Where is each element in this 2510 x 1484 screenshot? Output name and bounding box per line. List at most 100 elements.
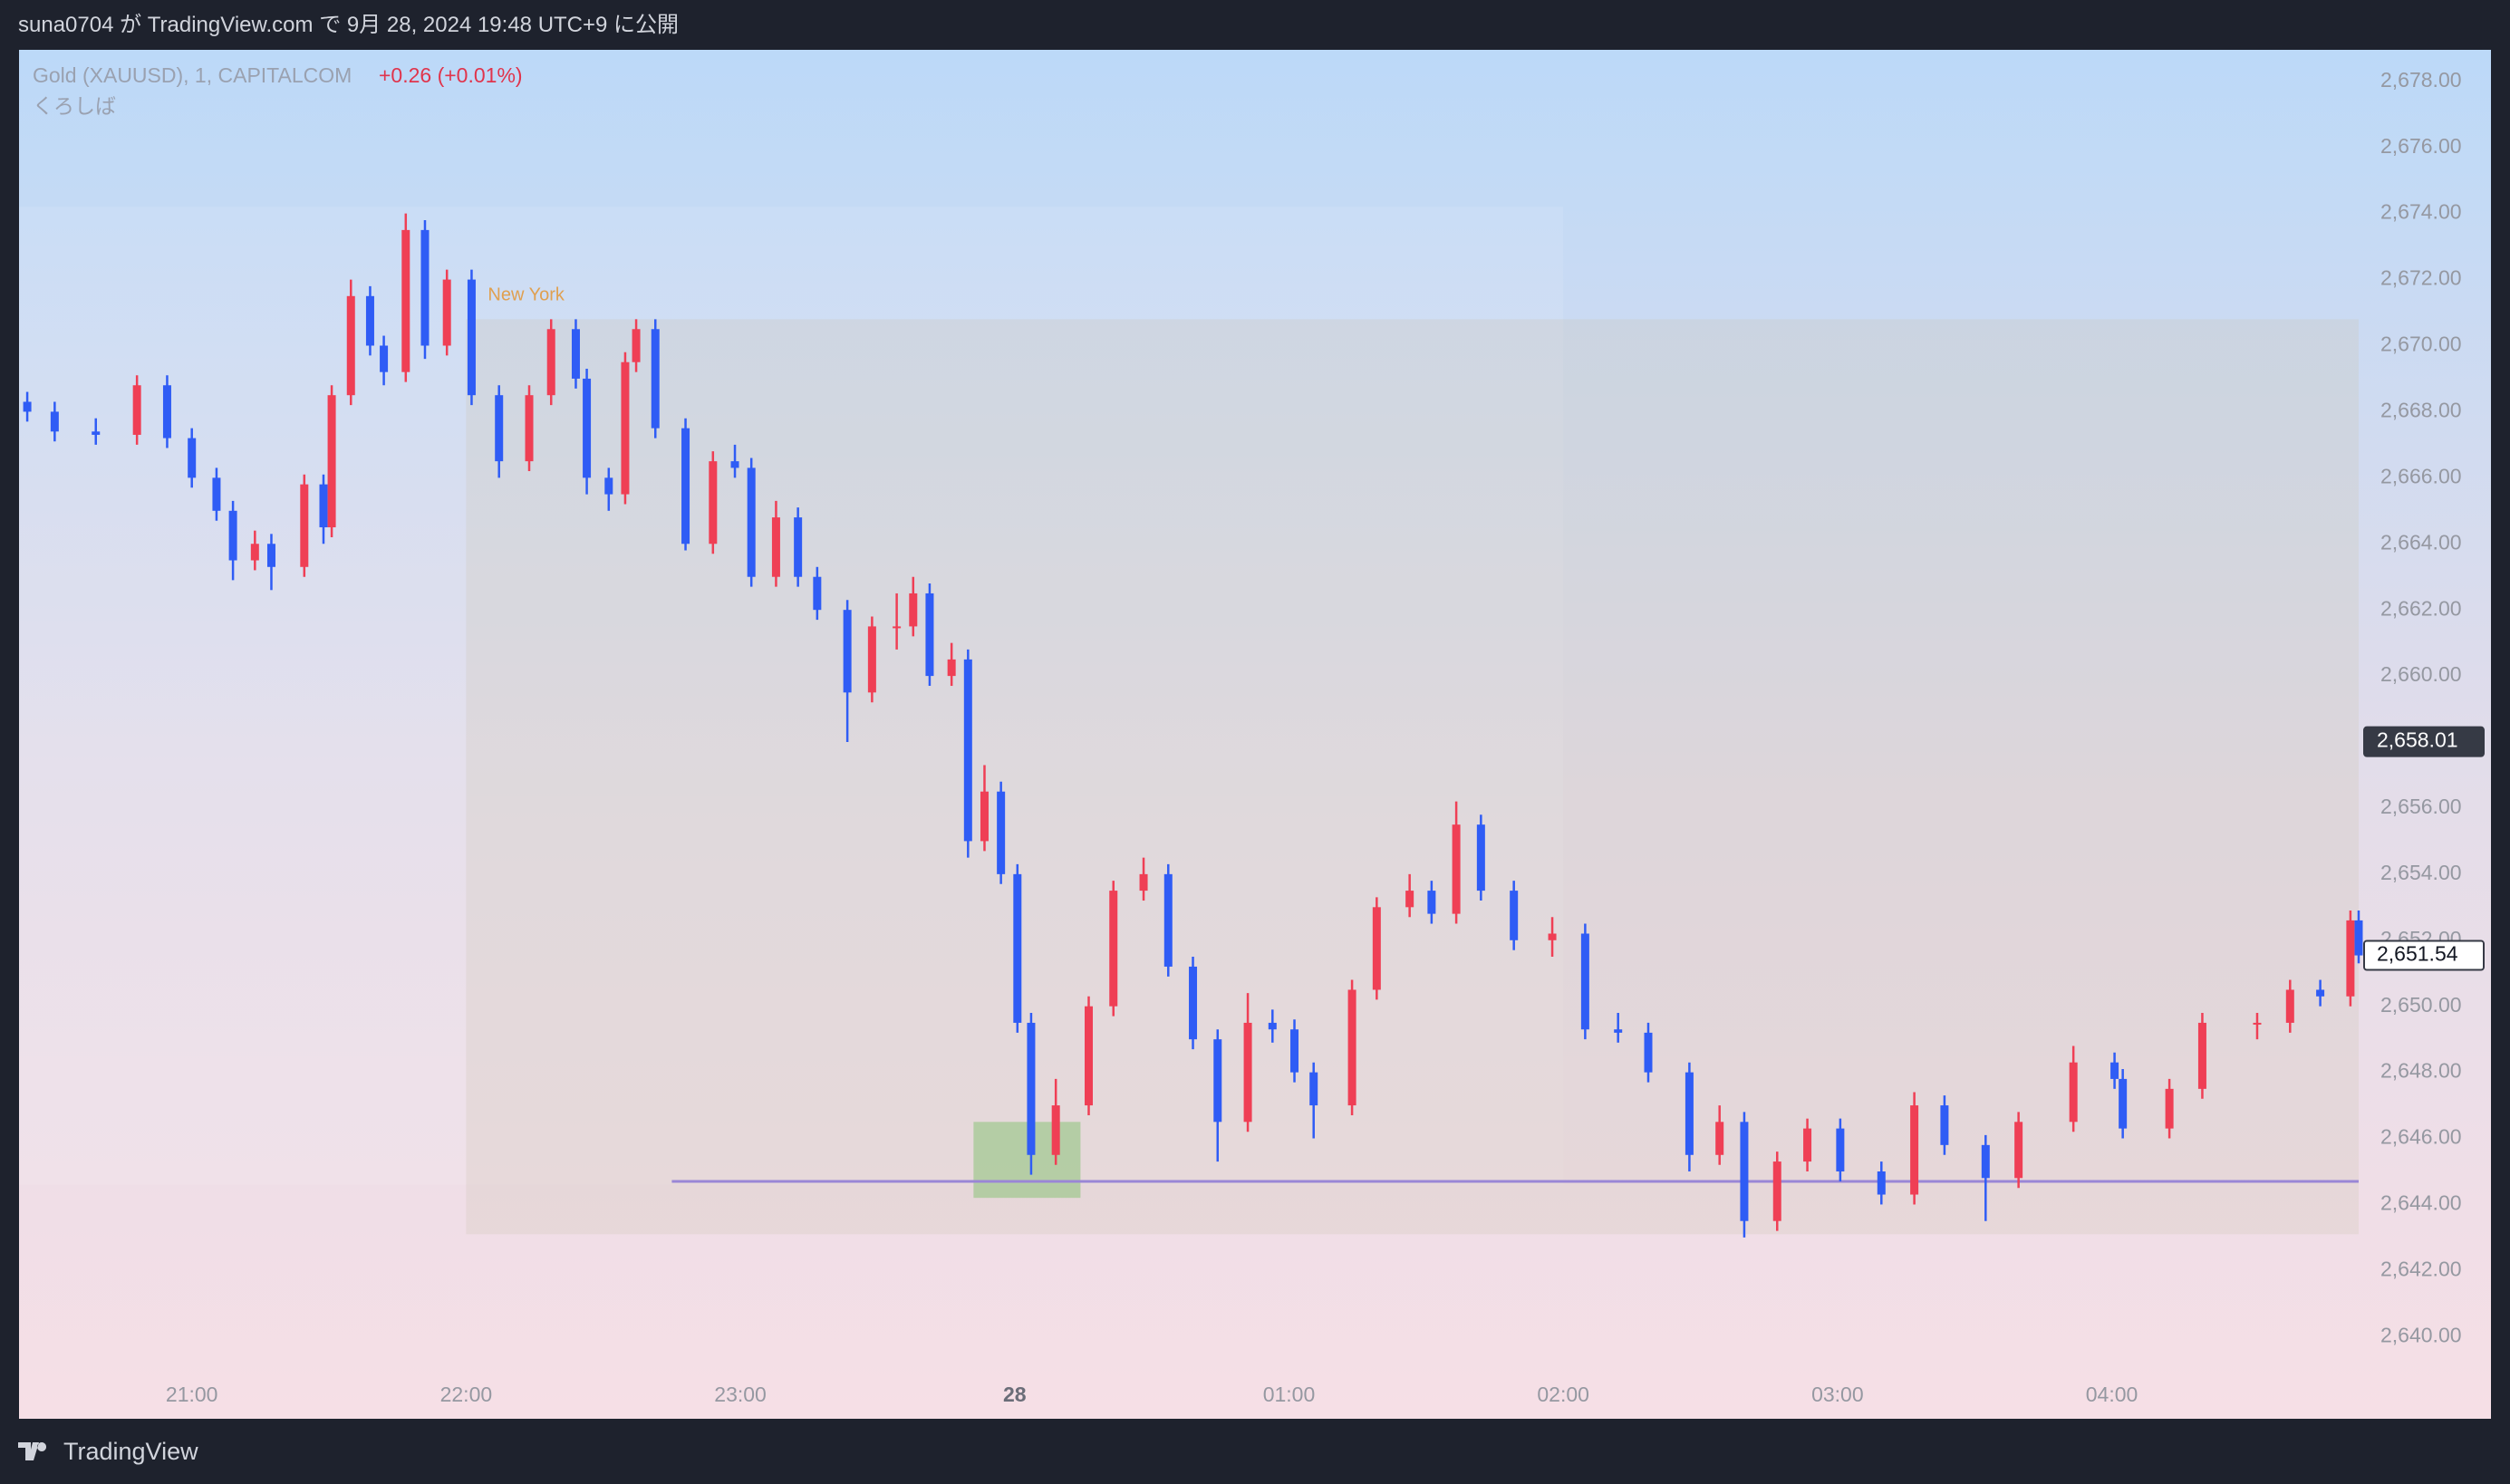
candle-body bbox=[2014, 1122, 2023, 1179]
x-tick-label: 02:00 bbox=[1537, 1383, 1589, 1406]
candle-body bbox=[813, 576, 822, 611]
candle-body bbox=[467, 279, 476, 396]
symbol-name: Gold (XAUUSD), 1, CAPITALCOM bbox=[33, 63, 352, 87]
candle-body bbox=[925, 593, 934, 677]
y-tick-label: 2,640.00 bbox=[2380, 1323, 2462, 1346]
candle-body bbox=[2354, 920, 2363, 956]
candle-body bbox=[442, 279, 451, 346]
candle-body bbox=[909, 593, 918, 627]
price-change: +0.26 (+0.01%) bbox=[379, 63, 523, 87]
candle-body bbox=[1189, 966, 1198, 1040]
candle-body bbox=[947, 659, 956, 677]
candle-body bbox=[319, 484, 328, 528]
candle-body bbox=[651, 329, 660, 429]
candle-body bbox=[1510, 891, 1519, 940]
y-tick-label: 2,676.00 bbox=[2380, 134, 2462, 158]
candle-body bbox=[1268, 1022, 1277, 1030]
candle-body bbox=[1452, 824, 1461, 914]
brand-logo bbox=[18, 1442, 47, 1460]
y-tick-label: 2,666.00 bbox=[2380, 464, 2462, 487]
candle-body bbox=[92, 431, 101, 435]
candle-body bbox=[1085, 1006, 1094, 1106]
candle-body bbox=[2285, 989, 2294, 1023]
indicator-name: くろしば bbox=[33, 94, 116, 118]
candle-body bbox=[1013, 873, 1022, 1023]
candle-body bbox=[997, 791, 1006, 874]
candle-body bbox=[1243, 1022, 1252, 1123]
y-tick-label: 2,674.00 bbox=[2380, 200, 2462, 224]
zone bbox=[973, 1122, 1081, 1199]
candle-body bbox=[843, 610, 852, 693]
x-tick-label: 04:00 bbox=[2086, 1383, 2138, 1406]
candle-body bbox=[162, 385, 171, 438]
y-tick-label: 2,664.00 bbox=[2380, 530, 2462, 554]
candle-body bbox=[1405, 891, 1414, 908]
candle-body bbox=[963, 659, 972, 842]
candle-body bbox=[583, 378, 592, 478]
candle-body bbox=[709, 461, 718, 544]
candle-body bbox=[621, 361, 630, 495]
candle-body bbox=[2253, 1022, 2262, 1025]
candle-body bbox=[23, 401, 32, 412]
candle-body bbox=[266, 544, 275, 567]
y-tick-label: 2,654.00 bbox=[2380, 861, 2462, 884]
candle-body bbox=[380, 345, 389, 372]
brand-name: TradingView bbox=[63, 1438, 198, 1465]
candle-body bbox=[546, 329, 555, 396]
candle-body bbox=[1213, 1039, 1222, 1123]
candle-body bbox=[188, 438, 197, 478]
footer: TradingView bbox=[0, 1419, 2510, 1484]
candle-body bbox=[525, 395, 534, 462]
y-tick-label: 2,668.00 bbox=[2380, 398, 2462, 421]
candle-body bbox=[300, 484, 309, 567]
candle-body bbox=[1372, 907, 1381, 990]
y-tick-label: 2,648.00 bbox=[2380, 1059, 2462, 1083]
zone-label: New York bbox=[488, 285, 565, 305]
candle-body bbox=[794, 517, 803, 577]
candle-body bbox=[893, 626, 902, 629]
chart-background bbox=[19, 50, 2491, 1419]
x-tick-label: 22:00 bbox=[440, 1383, 493, 1406]
candle-body bbox=[1309, 1072, 1318, 1106]
candle-body bbox=[730, 461, 739, 468]
y-tick-label: 2,650.00 bbox=[2380, 993, 2462, 1017]
x-tick-label: 21:00 bbox=[166, 1383, 218, 1406]
candle-body bbox=[2069, 1062, 2078, 1123]
candle-body bbox=[50, 411, 59, 432]
y-tick-label: 2,670.00 bbox=[2380, 332, 2462, 356]
x-tick-label: 03:00 bbox=[1811, 1383, 1864, 1406]
candle-body bbox=[2119, 1078, 2128, 1129]
candle-body bbox=[1290, 1029, 1299, 1073]
candle-body bbox=[867, 626, 876, 693]
candle-body bbox=[250, 544, 259, 561]
candle-body bbox=[1614, 1029, 1623, 1033]
candle-body bbox=[1476, 824, 1485, 891]
publish-header: suna0704 が TradingView.com で 9月 28, 2024… bbox=[0, 0, 2510, 50]
candle-body bbox=[1427, 891, 1436, 914]
candle-body bbox=[980, 791, 989, 842]
candle-body bbox=[1740, 1122, 1749, 1221]
y-tick-label: 2,642.00 bbox=[2380, 1257, 2462, 1280]
candle-body bbox=[132, 385, 141, 435]
y-tick-label: 2,662.00 bbox=[2380, 596, 2462, 620]
candle-body bbox=[604, 477, 613, 495]
candle-body bbox=[212, 477, 221, 511]
y-tick-label: 2,644.00 bbox=[2380, 1191, 2462, 1215]
candle-body bbox=[1685, 1072, 1694, 1155]
candle-body bbox=[1877, 1171, 1886, 1195]
candle-body bbox=[2346, 920, 2355, 997]
candle-body bbox=[1139, 873, 1148, 891]
candle-body bbox=[346, 295, 355, 396]
candle-body bbox=[228, 510, 237, 561]
candle-body bbox=[2316, 989, 2325, 997]
candle-body bbox=[1548, 933, 1557, 940]
y-tick-label: 2,672.00 bbox=[2380, 266, 2462, 290]
y-tick-label: 2,656.00 bbox=[2380, 795, 2462, 818]
candle-body bbox=[747, 467, 756, 577]
candle-body bbox=[1940, 1105, 1949, 1145]
candle-body bbox=[420, 229, 430, 346]
candle-body bbox=[1981, 1144, 1990, 1179]
y-tick-label: 2,646.00 bbox=[2380, 1125, 2462, 1149]
x-tick-label: 23:00 bbox=[714, 1383, 767, 1406]
